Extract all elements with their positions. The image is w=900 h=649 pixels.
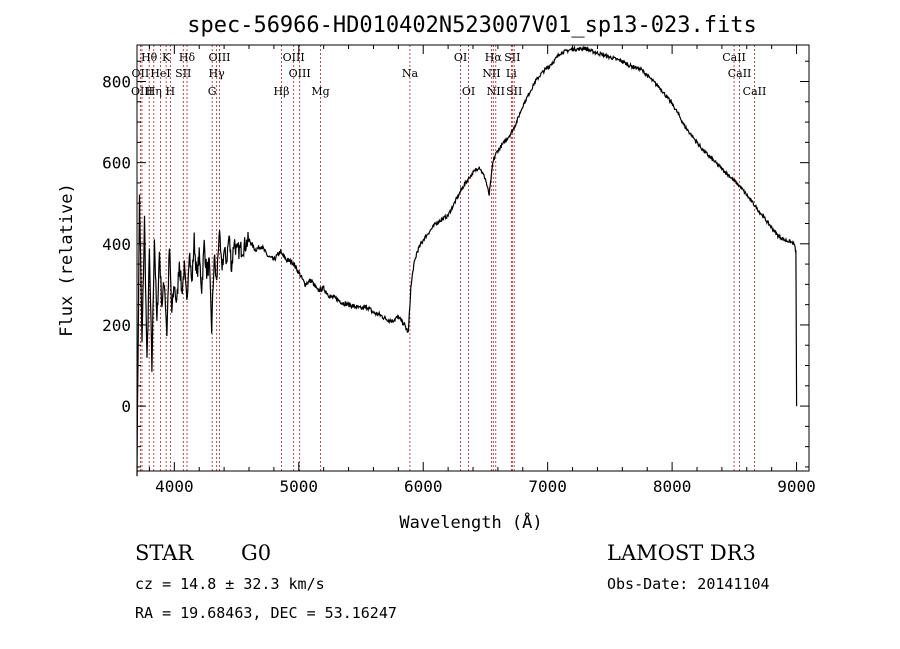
redshift-text: cz = 14.8 ± 32.3 km/s: [135, 575, 325, 593]
object-subclass: G0: [241, 541, 271, 565]
marker-label: NII: [487, 85, 505, 98]
x-tick-label: 5000: [280, 477, 319, 496]
y-axis-label: Flux (relative): [57, 183, 77, 337]
flux-series-line: [136, 45, 798, 477]
x-tick-label: 7000: [528, 477, 567, 496]
y-tick-label: 200: [102, 316, 131, 335]
marker-label: SII: [506, 85, 522, 98]
marker-label: Hη: [146, 85, 162, 98]
obs-date-text: Obs-Date: 20141104: [607, 575, 770, 593]
y-axis-ticks: 0 200 400 600 800: [102, 60, 809, 468]
marker-label: Li: [506, 67, 517, 80]
marker-label: NII: [482, 67, 500, 80]
x-tick-label: 4000: [155, 477, 194, 496]
marker-label: CaII: [743, 85, 767, 98]
marker-label: OIII: [208, 51, 230, 64]
marker-label: Hα: [485, 51, 503, 64]
y-tick-label: 800: [102, 73, 131, 92]
marker-label: CaII: [728, 67, 752, 80]
marker-label: K: [162, 51, 171, 64]
marker-label: CaII: [722, 51, 746, 64]
marker-label: SII: [175, 67, 191, 80]
marker-label: OI: [462, 85, 475, 98]
x-axis-ticks: 4000 5000 6000 7000 8000 9000: [148, 45, 816, 496]
x-tick-label: 8000: [653, 477, 692, 496]
marker-label: OIII: [131, 85, 153, 98]
marker-label: HeI: [150, 67, 170, 80]
x-tick-label: 6000: [404, 477, 443, 496]
object-class: STAR: [135, 541, 194, 565]
x-axis-label: Wavelength (Å): [399, 511, 542, 533]
y-tick-label: 400: [102, 235, 131, 254]
marker-label: OI: [454, 51, 467, 64]
marker-label: OII: [132, 67, 150, 80]
marker-label: Hγ: [209, 67, 226, 80]
marker-label: OIII: [283, 51, 305, 64]
radec-text: RA = 19.68463, DEC = 53.16247: [135, 604, 397, 622]
marker-label: Hδ: [179, 51, 196, 64]
plot-frame: [136, 44, 810, 472]
marker-label: Hθ: [141, 51, 158, 64]
marker-label: SII: [504, 51, 520, 64]
marker-label: Mg: [311, 85, 329, 98]
chart-title: spec-56966-HD010402N523007V01_sp13-023.f…: [187, 13, 757, 38]
marker-label: Hβ: [274, 85, 290, 98]
y-tick-label: 600: [102, 154, 131, 173]
marker-label: Na: [402, 67, 419, 80]
marker-label: G: [208, 85, 217, 98]
marker-label: OIII: [289, 67, 311, 80]
marker-label: H: [166, 85, 176, 98]
survey-name: LAMOST DR3: [607, 541, 756, 565]
y-tick-label: 0: [121, 397, 131, 416]
x-tick-label: 9000: [777, 477, 816, 496]
